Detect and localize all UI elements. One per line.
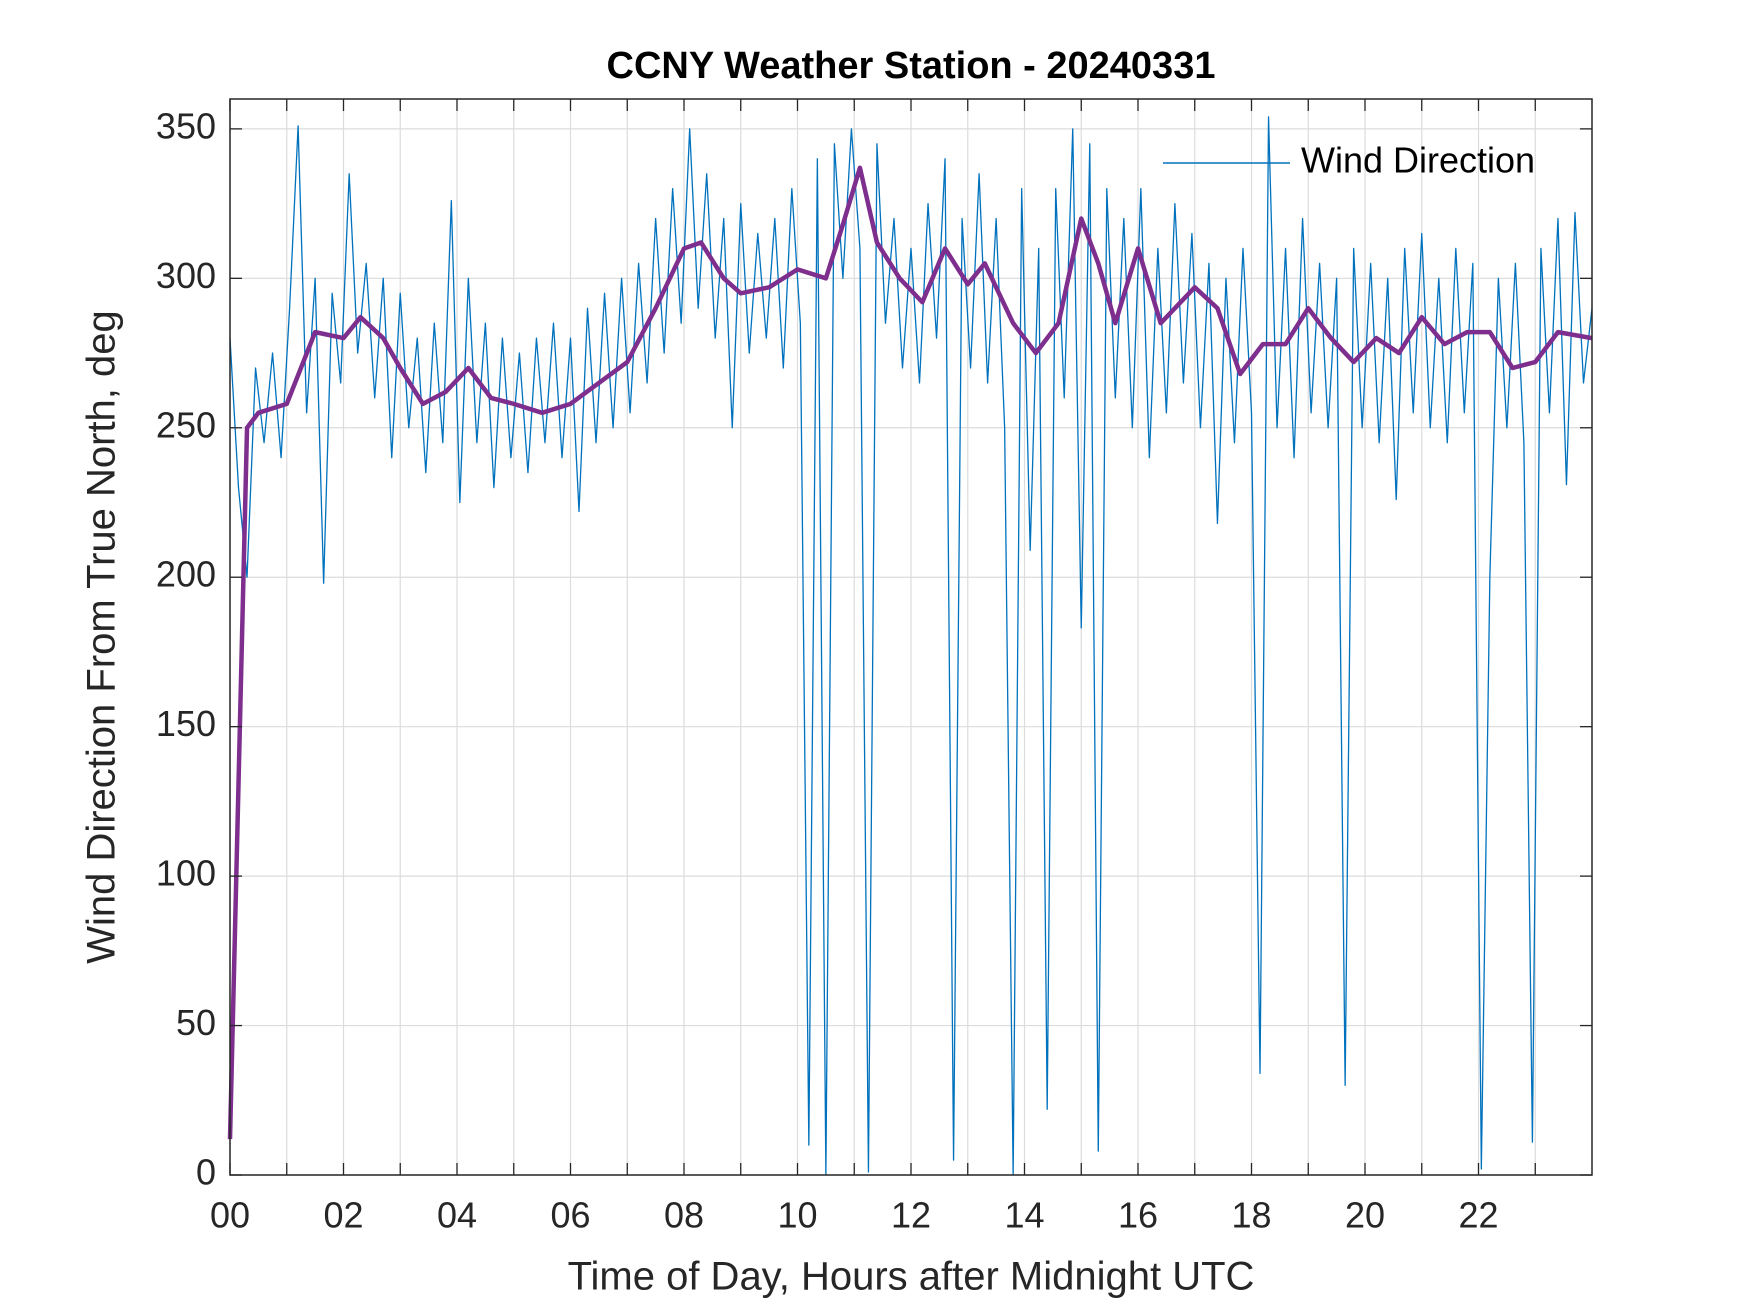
x-tick-label: 14 bbox=[1004, 1195, 1044, 1236]
y-tick-label: 50 bbox=[176, 1002, 216, 1043]
x-tick-label: 20 bbox=[1345, 1195, 1385, 1236]
y-tick-label: 350 bbox=[156, 105, 216, 146]
x-tick-label: 06 bbox=[550, 1195, 590, 1236]
data-line bbox=[229, 116, 1593, 1176]
y-tick-label: 300 bbox=[156, 255, 216, 296]
x-tick-label: 12 bbox=[891, 1195, 931, 1236]
x-tick-label: 02 bbox=[323, 1195, 363, 1236]
x-tick-label: 10 bbox=[777, 1195, 817, 1236]
y-tick-label: 250 bbox=[156, 404, 216, 445]
y-tick-label: 0 bbox=[196, 1152, 216, 1193]
chart-title: CCNY Weather Station - 20240331 bbox=[607, 45, 1216, 87]
y-tick-label: 200 bbox=[156, 554, 216, 595]
x-tick-label: 00 bbox=[210, 1195, 250, 1236]
y-tick-label: 100 bbox=[156, 853, 216, 894]
x-axis-label: Time of Day, Hours after Midnight UTC bbox=[568, 1255, 1255, 1299]
x-tick-label: 22 bbox=[1458, 1195, 1498, 1236]
legend-label: Wind Direction bbox=[1301, 140, 1535, 181]
x-tick-label: 08 bbox=[664, 1195, 704, 1236]
y-tick-label: 150 bbox=[156, 703, 216, 744]
x-tick-label: 16 bbox=[1118, 1195, 1158, 1236]
x-tick-label: 18 bbox=[1231, 1195, 1271, 1236]
y-axis-label: Wind Direction From True North, deg bbox=[80, 310, 124, 964]
x-tick-label: 04 bbox=[437, 1195, 477, 1236]
data-line bbox=[227, 165, 1593, 1140]
